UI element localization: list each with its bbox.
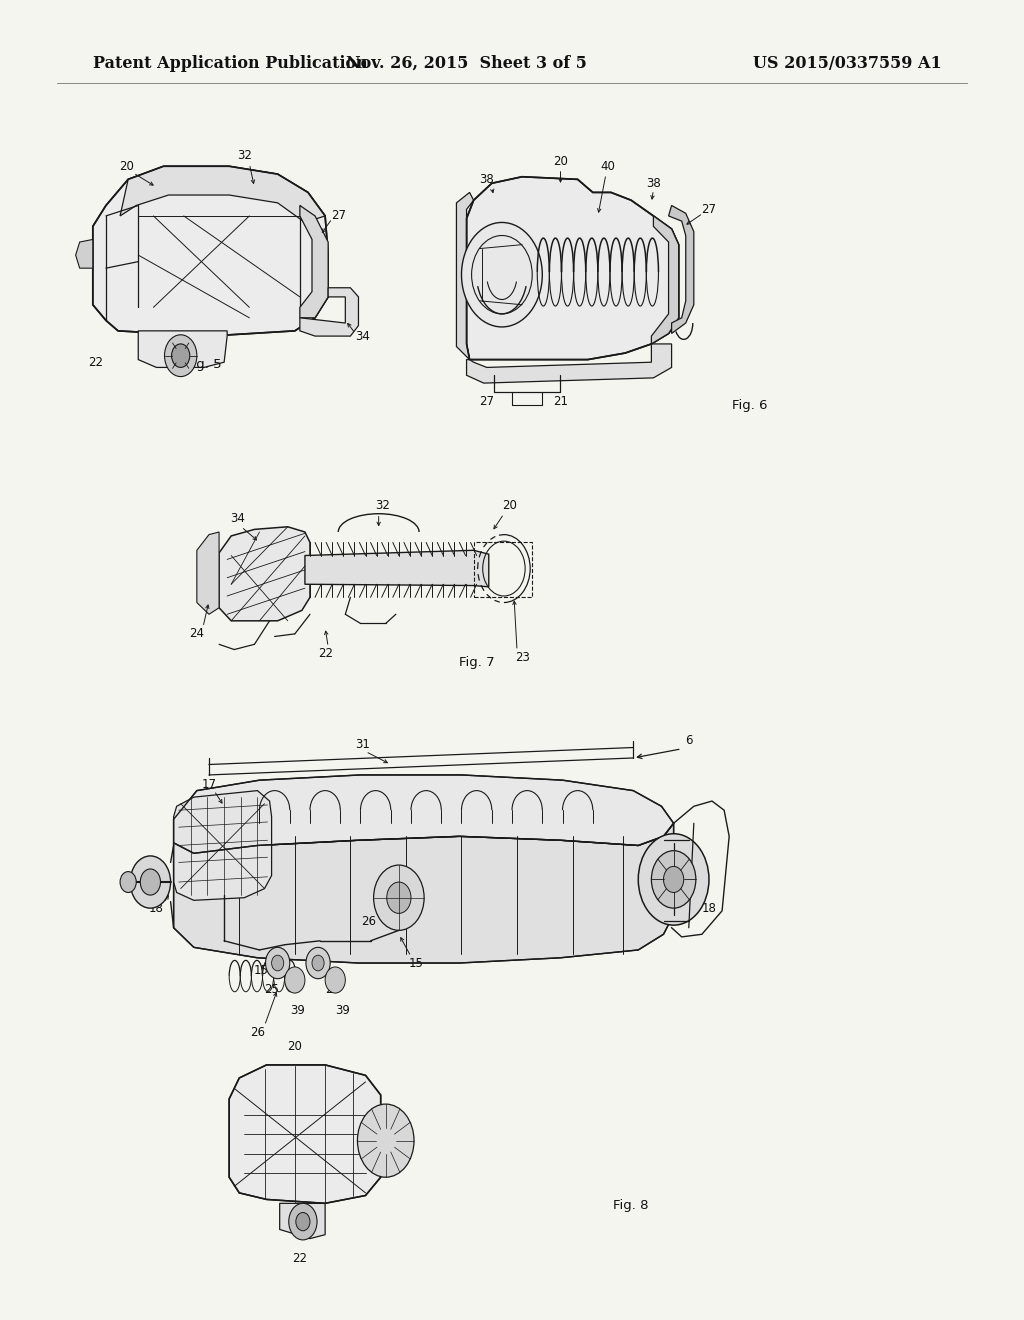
Text: 21: 21 bbox=[553, 395, 568, 408]
Circle shape bbox=[140, 869, 161, 895]
Text: 22: 22 bbox=[317, 647, 333, 660]
Circle shape bbox=[285, 968, 305, 993]
Text: 20: 20 bbox=[503, 499, 517, 512]
Circle shape bbox=[387, 882, 411, 913]
Circle shape bbox=[462, 223, 543, 327]
Text: US 2015/0337559 A1: US 2015/0337559 A1 bbox=[753, 54, 941, 71]
Polygon shape bbox=[174, 824, 674, 964]
Polygon shape bbox=[174, 775, 674, 853]
Circle shape bbox=[165, 335, 197, 376]
Text: 22: 22 bbox=[293, 1251, 307, 1265]
Bar bbox=[474, 543, 532, 598]
Text: 18: 18 bbox=[150, 902, 164, 915]
Polygon shape bbox=[300, 206, 328, 318]
Text: 26: 26 bbox=[361, 915, 376, 928]
Circle shape bbox=[326, 968, 345, 993]
Text: Fig. 6: Fig. 6 bbox=[731, 399, 767, 412]
Text: 27: 27 bbox=[701, 203, 717, 216]
Text: 34: 34 bbox=[229, 512, 245, 525]
Circle shape bbox=[265, 948, 290, 978]
Circle shape bbox=[638, 834, 709, 925]
Text: 22: 22 bbox=[88, 355, 103, 368]
Text: 15: 15 bbox=[409, 957, 424, 969]
Text: 24: 24 bbox=[189, 627, 205, 640]
Text: 27: 27 bbox=[479, 395, 495, 408]
Text: 40: 40 bbox=[600, 160, 615, 173]
Text: Fig. 5: Fig. 5 bbox=[186, 358, 222, 371]
Polygon shape bbox=[300, 288, 358, 337]
Text: Nov. 26, 2015  Sheet 3 of 5: Nov. 26, 2015 Sheet 3 of 5 bbox=[346, 54, 587, 71]
Polygon shape bbox=[120, 166, 326, 223]
Polygon shape bbox=[457, 193, 474, 359]
Text: 20: 20 bbox=[553, 154, 568, 168]
Text: 34: 34 bbox=[355, 330, 370, 343]
Circle shape bbox=[312, 956, 325, 970]
Text: 27: 27 bbox=[331, 210, 346, 223]
Text: 39: 39 bbox=[291, 1003, 305, 1016]
Circle shape bbox=[374, 865, 424, 931]
Text: 20: 20 bbox=[288, 1040, 302, 1053]
Circle shape bbox=[296, 1213, 310, 1230]
Text: 25: 25 bbox=[264, 982, 279, 995]
Text: 38: 38 bbox=[646, 177, 660, 190]
Circle shape bbox=[289, 1204, 317, 1239]
Polygon shape bbox=[669, 206, 694, 334]
Polygon shape bbox=[219, 527, 310, 620]
Polygon shape bbox=[467, 177, 679, 359]
Text: 18: 18 bbox=[701, 902, 717, 915]
Polygon shape bbox=[229, 1065, 381, 1204]
Circle shape bbox=[651, 850, 696, 908]
Polygon shape bbox=[197, 532, 219, 614]
Text: 32: 32 bbox=[375, 499, 390, 512]
Text: 17: 17 bbox=[202, 777, 216, 791]
Circle shape bbox=[357, 1104, 414, 1177]
Circle shape bbox=[306, 948, 330, 978]
Polygon shape bbox=[280, 1204, 326, 1238]
Circle shape bbox=[120, 871, 136, 892]
Polygon shape bbox=[467, 345, 672, 383]
Polygon shape bbox=[76, 239, 93, 268]
Text: 38: 38 bbox=[479, 173, 495, 186]
Polygon shape bbox=[174, 791, 271, 900]
Text: 25: 25 bbox=[325, 982, 340, 995]
Text: 20: 20 bbox=[119, 160, 133, 173]
Polygon shape bbox=[305, 550, 488, 587]
Circle shape bbox=[130, 855, 171, 908]
Polygon shape bbox=[651, 216, 679, 345]
Text: Fig. 8: Fig. 8 bbox=[613, 1200, 649, 1213]
Text: Fig. 7: Fig. 7 bbox=[459, 656, 495, 669]
Text: 15: 15 bbox=[254, 965, 269, 977]
Text: 32: 32 bbox=[237, 149, 252, 162]
Circle shape bbox=[271, 956, 284, 970]
Circle shape bbox=[664, 866, 684, 892]
Polygon shape bbox=[93, 166, 328, 337]
Text: 23: 23 bbox=[515, 651, 529, 664]
Text: 26: 26 bbox=[250, 1026, 265, 1039]
Circle shape bbox=[172, 345, 189, 367]
Polygon shape bbox=[138, 331, 227, 367]
Text: 6: 6 bbox=[685, 734, 692, 747]
Text: Patent Application Publication: Patent Application Publication bbox=[93, 54, 368, 71]
Text: 31: 31 bbox=[355, 738, 370, 751]
Text: 39: 39 bbox=[335, 1003, 350, 1016]
